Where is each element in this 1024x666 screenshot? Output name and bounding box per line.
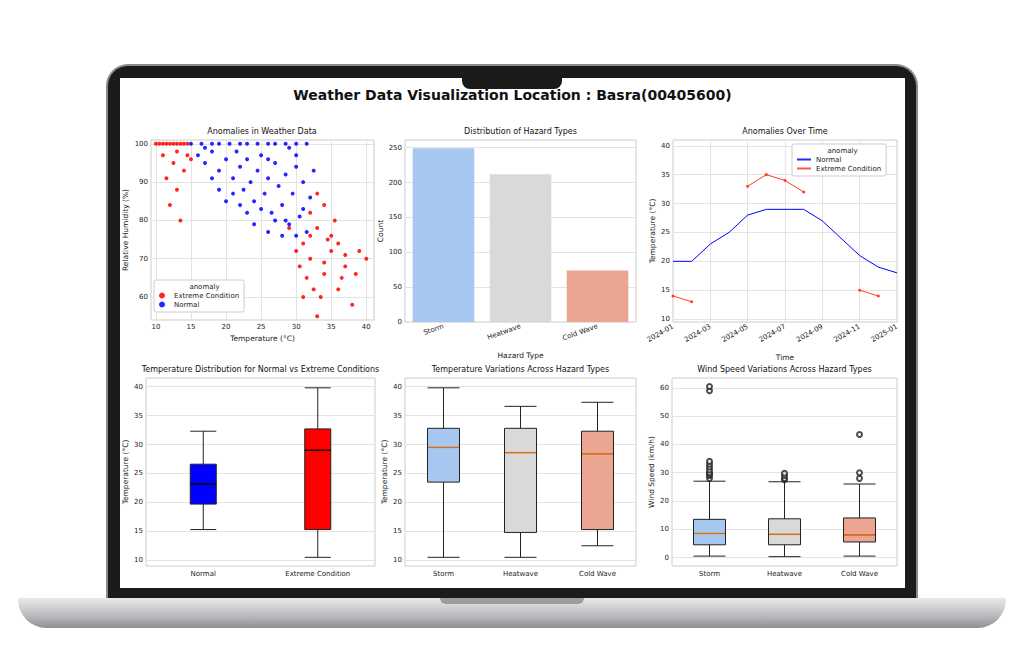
svg-text:2024-05: 2024-05 (720, 323, 749, 345)
svg-text:Time: Time (775, 353, 795, 362)
svg-text:Temperature (°C): Temperature (°C) (648, 199, 657, 265)
svg-text:Distribution of Hazard Types: Distribution of Hazard Types (464, 127, 577, 136)
svg-text:15: 15 (187, 323, 196, 331)
svg-text:anomaly: anomaly (189, 283, 219, 291)
svg-text:anomaly: anomaly (827, 147, 857, 155)
svg-text:Relative Humidity (%): Relative Humidity (%) (121, 189, 130, 271)
svg-text:0: 0 (398, 318, 402, 326)
svg-text:10: 10 (661, 315, 670, 323)
svg-text:20: 20 (393, 498, 402, 506)
svg-text:10: 10 (393, 556, 402, 564)
svg-text:10: 10 (151, 323, 160, 331)
svg-text:Normal: Normal (191, 570, 216, 578)
svg-text:Count: Count (376, 220, 385, 242)
svg-text:25: 25 (393, 469, 402, 477)
svg-text:Temperature Variations Across: Temperature Variations Across Hazard Typ… (431, 365, 609, 374)
svg-text:30: 30 (660, 469, 669, 477)
svg-text:2024-09: 2024-09 (795, 323, 824, 345)
svg-text:Heatwave: Heatwave (486, 322, 522, 342)
svg-text:150: 150 (389, 213, 402, 221)
svg-text:15: 15 (134, 527, 143, 535)
svg-text:30: 30 (134, 441, 143, 449)
svg-text:2024-07: 2024-07 (758, 323, 787, 345)
svg-text:100: 100 (135, 140, 148, 148)
svg-text:30: 30 (393, 441, 402, 449)
svg-text:30: 30 (292, 323, 301, 331)
svg-text:35: 35 (134, 412, 143, 420)
svg-text:40: 40 (362, 323, 371, 331)
svg-text:Temperature Distribution for N: Temperature Distribution for Normal vs E… (141, 365, 379, 374)
svg-text:35: 35 (327, 323, 336, 331)
svg-text:0: 0 (665, 554, 669, 562)
svg-text:25: 25 (661, 228, 670, 236)
svg-text:80: 80 (139, 216, 148, 224)
svg-text:25: 25 (134, 469, 143, 477)
svg-text:Heatwave: Heatwave (767, 570, 802, 578)
svg-text:Wind Speed Variations Across H: Wind Speed Variations Across Hazard Type… (697, 365, 871, 374)
svg-text:40: 40 (393, 383, 402, 391)
svg-text:Storm: Storm (433, 570, 454, 578)
svg-text:Wind Speed (km/h): Wind Speed (km/h) (647, 436, 656, 508)
svg-text:Storm: Storm (699, 570, 720, 578)
svg-text:40: 40 (134, 383, 143, 391)
svg-text:Normal: Normal (174, 301, 199, 309)
svg-text:Weather Data Visualization Loc: Weather Data Visualization Location : Ba… (293, 87, 731, 103)
svg-text:15: 15 (393, 527, 402, 535)
svg-text:Cold Wave: Cold Wave (841, 570, 878, 578)
svg-text:Temperature (°C): Temperature (°C) (229, 334, 295, 343)
svg-text:70: 70 (139, 255, 148, 263)
svg-text:Temperature (°C): Temperature (°C) (121, 440, 130, 506)
svg-text:30: 30 (661, 200, 670, 208)
svg-text:Hazard Type: Hazard Type (497, 351, 543, 360)
svg-text:Cold Wave: Cold Wave (579, 570, 616, 578)
svg-text:Cold Wave: Cold Wave (561, 322, 599, 342)
svg-text:Temperature (°C): Temperature (°C) (380, 440, 389, 506)
svg-text:2025-01: 2025-01 (870, 323, 899, 345)
svg-text:2024-01: 2024-01 (646, 323, 675, 345)
svg-text:20: 20 (660, 497, 669, 505)
svg-text:60: 60 (139, 293, 148, 301)
svg-text:Storm: Storm (422, 322, 445, 337)
svg-text:20: 20 (134, 498, 143, 506)
svg-text:40: 40 (661, 142, 670, 150)
svg-text:Heatwave: Heatwave (503, 570, 538, 578)
svg-text:50: 50 (393, 283, 402, 291)
svg-text:15: 15 (661, 286, 670, 294)
svg-text:35: 35 (393, 412, 402, 420)
svg-text:20: 20 (222, 323, 231, 331)
svg-text:200: 200 (389, 179, 402, 187)
svg-text:Anomalies in Weather Data: Anomalies in Weather Data (207, 127, 316, 136)
svg-text:Normal: Normal (816, 156, 841, 164)
svg-text:100: 100 (389, 248, 402, 256)
svg-text:90: 90 (139, 178, 148, 186)
svg-text:2024-11: 2024-11 (832, 323, 861, 345)
svg-text:Extreme Condition: Extreme Condition (816, 165, 881, 173)
svg-text:35: 35 (661, 171, 670, 179)
svg-text:250: 250 (389, 144, 402, 152)
svg-text:Extreme Condition: Extreme Condition (174, 292, 239, 300)
svg-text:60: 60 (660, 384, 669, 392)
svg-text:Extreme Condition: Extreme Condition (285, 570, 350, 578)
svg-text:50: 50 (660, 412, 669, 420)
svg-text:10: 10 (134, 556, 143, 564)
svg-text:40: 40 (660, 440, 669, 448)
svg-text:20: 20 (661, 257, 670, 265)
svg-text:25: 25 (257, 323, 266, 331)
svg-text:10: 10 (660, 525, 669, 533)
svg-text:2024-03: 2024-03 (683, 323, 712, 345)
svg-text:Anomalies Over Time: Anomalies Over Time (742, 127, 828, 136)
